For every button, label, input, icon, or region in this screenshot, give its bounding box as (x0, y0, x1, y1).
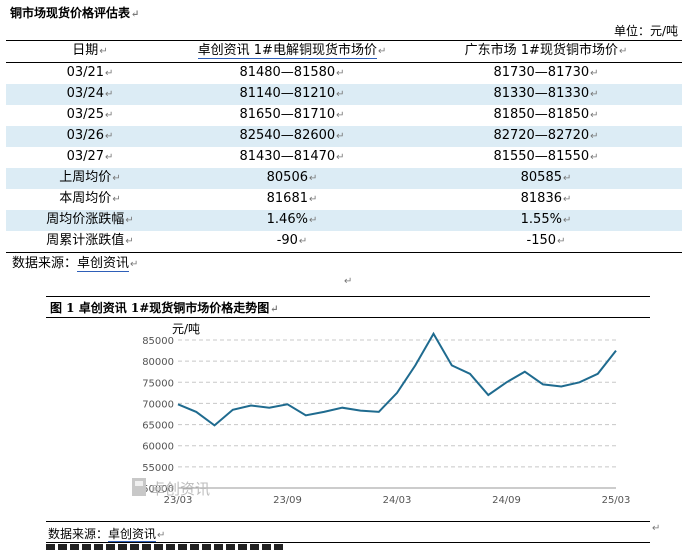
figure-bottom-rule (46, 521, 650, 522)
price-table: 日期↵ 卓创资讯 1#电解铜现货市场价↵ 广东市场 1#现货铜市场价↵ 03/2… (6, 40, 682, 253)
row-gd-price: 81330—81330↵ (410, 84, 682, 105)
y-axis-unit: 元/吨 (172, 322, 201, 336)
summary-label: 周累计涨跌值↵ (6, 231, 174, 253)
header-gd-price: 广东市场 1#现货铜市场价↵ (410, 40, 682, 63)
summary-label: 上周均价↵ (6, 168, 174, 189)
paragraph-mark: ↵ (652, 523, 661, 534)
y-tick-label: 85000 (142, 336, 174, 347)
header-date: 日期↵ (6, 40, 174, 63)
summary-row: 本周均价↵ 81681↵ 81836↵ (6, 189, 682, 210)
figure-top-rule (46, 296, 650, 297)
source-name: 卓创资讯 (108, 527, 157, 542)
x-tick-label: 23/09 (273, 495, 302, 506)
price-series-line (177, 331, 617, 427)
table-row: 03/27↵ 81430—81470↵ 81550—81550↵ (6, 147, 682, 168)
summary-zc-value: 80506↵ (174, 168, 410, 189)
figure-title: 图 1 卓创资讯 1#现货铜市场价格走势图↵ (50, 301, 279, 315)
row-date: 03/21↵ (66, 65, 114, 80)
summary-gd-value: 80585↵ (410, 168, 682, 189)
row-date: 03/26↵ (6, 126, 174, 147)
row-zc-price: 82540—82600↵ (174, 126, 410, 147)
paragraph-mark: ↵ (344, 276, 353, 287)
doc-title: 铜市场现货价格评估表↵ (10, 6, 140, 20)
y-tick-label: 80000 (142, 357, 174, 368)
figure-source-note: 数据来源：卓创资讯↵ (48, 527, 166, 542)
row-gd-price: 81550—81550↵ (493, 149, 599, 164)
x-tick-label: 24/09 (492, 495, 521, 506)
price-trend-chart: 50000 55000 60000 65000 70000 75000 80000 85000… (142, 331, 630, 506)
x-tick-label: 25/03 (602, 495, 630, 506)
row-gd-price: 81850—81850↵ (493, 107, 599, 122)
y-tick-label: 70000 (142, 399, 174, 410)
table-header-row: 日期↵ 卓创资讯 1#电解铜现货市场价↵ 广东市场 1#现货铜市场价↵ (6, 40, 682, 63)
figure-end-rule (46, 542, 650, 543)
row-zc-price: 81140—81210↵ (174, 84, 410, 105)
table-row: 03/25↵ 81650—81710↵ 81850—81850↵ (6, 105, 682, 126)
watermark-logo: 卓创资讯 (132, 478, 210, 498)
header-zc-price: 卓创资讯 1#电解铜现货市场价↵ (174, 40, 410, 63)
figure-title-rule (46, 317, 650, 318)
unit-label: 单位：元/吨 (613, 24, 678, 38)
summary-row: 周均价涨跌幅↵ 1.46%↵ 1.55%↵ (6, 210, 682, 231)
table-row: 03/21↵ 81480—81580↵ 81730—81730↵ (6, 63, 682, 85)
summary-gd-value: 1.55%↵ (410, 210, 682, 231)
summary-zc-value: -90↵ (174, 231, 410, 253)
svg-text:卓创资讯: 卓创资讯 (150, 480, 210, 498)
row-date: 03/24↵ (6, 84, 174, 105)
x-tick-label: 23/03 (164, 495, 193, 506)
summary-zc-value: 81681↵ (266, 191, 318, 206)
row-zc-price: 81430—81470↵ (239, 149, 345, 164)
row-gd-price: 82720—82720↵ (410, 126, 682, 147)
row-date: 03/27↵ (66, 149, 114, 164)
summary-zc-value: 1.46%↵ (174, 210, 410, 231)
row-gd-price: 81730—81730↵ (493, 65, 599, 80)
source-name: 卓创资讯 (77, 256, 130, 272)
y-tick-label: 60000 (142, 442, 174, 453)
summary-row: 周累计涨跌值↵ -90↵ -150↵ (6, 231, 682, 253)
y-tick-label: 55000 (142, 463, 174, 474)
table-row: 03/26↵ 82540—82600↵ 82720—82720↵ (6, 126, 682, 147)
row-date: 03/25↵ (66, 107, 114, 122)
summary-gd-value: -150↵ (410, 231, 682, 253)
y-tick-label: 65000 (142, 421, 174, 432)
table-row: 03/24↵ 81140—81210↵ 81330—81330↵ (6, 84, 682, 105)
y-tick-label: 75000 (142, 378, 174, 389)
cutoff-text-line (46, 544, 286, 550)
summary-gd-value: 81836↵ (520, 191, 572, 206)
summary-label: 周均价涨跌幅↵ (6, 210, 174, 231)
y-tick-label: 50000 (142, 484, 174, 495)
summary-row: 上周均价↵ 80506↵ 80585↵ (6, 168, 682, 189)
row-zc-price: 81650—81710↵ (239, 107, 345, 122)
row-zc-price: 81480—81580↵ (239, 65, 345, 80)
summary-label: 本周均价↵ (59, 191, 121, 206)
table-source-note: 数据来源：卓创资讯↵ (12, 256, 139, 272)
x-tick-label: 24/03 (383, 495, 412, 506)
